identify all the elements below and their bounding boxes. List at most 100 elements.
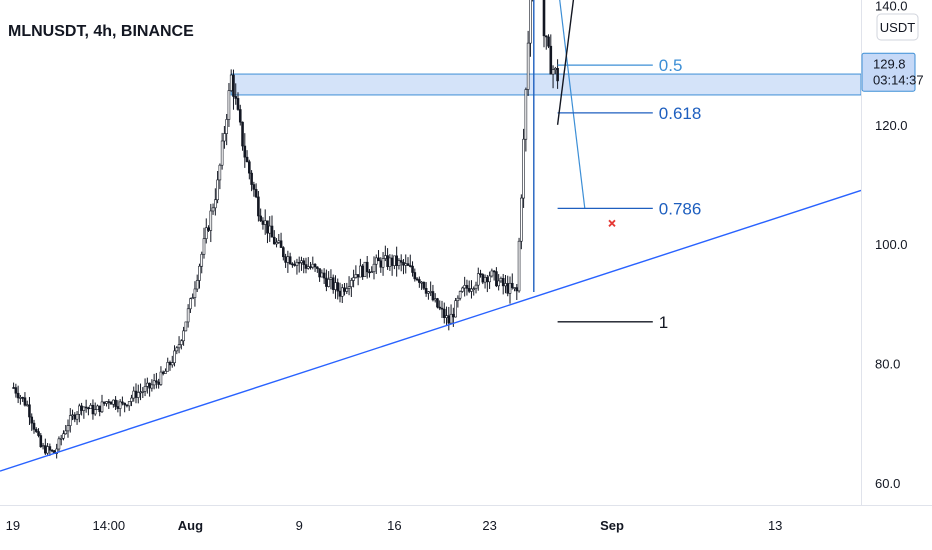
candle (347, 276, 351, 296)
candle (549, 34, 553, 75)
candle (259, 208, 262, 223)
candle (449, 304, 453, 324)
price-tick-label: 60.0 (875, 476, 900, 491)
candle (542, 0, 546, 48)
candle-body (436, 298, 439, 308)
candle (490, 268, 494, 278)
candle-body (243, 145, 247, 158)
candle-body (306, 266, 310, 269)
candle (186, 304, 190, 328)
candle-body (476, 273, 480, 286)
candle (78, 403, 81, 423)
price-badges-layer: 177.0158.8129.803:14:37 (861, 52, 924, 92)
candle-body (549, 45, 553, 75)
projection-arrow[interactable] (556, 0, 588, 125)
candle-body (71, 414, 74, 417)
candle (211, 203, 215, 215)
candle (62, 430, 65, 441)
candle (139, 383, 142, 401)
candle (461, 286, 464, 293)
candle-body (517, 240, 521, 292)
candle-body (313, 263, 317, 268)
candle-body (102, 401, 106, 404)
currency-button[interactable]: USDT (876, 13, 919, 41)
candle-body (386, 255, 389, 267)
candle (184, 321, 188, 332)
candle (508, 276, 512, 304)
candle (495, 267, 498, 288)
candle-body (132, 390, 136, 399)
candle (554, 66, 557, 75)
candle-body (229, 74, 233, 91)
candle (114, 396, 117, 411)
support-trendline[interactable] (0, 189, 862, 472)
candle-body (245, 156, 249, 163)
candle (132, 386, 136, 402)
candle (470, 280, 473, 299)
candle-body (372, 263, 376, 273)
candle-body (259, 215, 262, 222)
fib-connector-line[interactable] (534, 0, 586, 209)
candle-body (479, 273, 482, 275)
time-axis[interactable]: 19 14:00 Aug 9 16 23 Sep 13 (6, 518, 783, 533)
candle-body (300, 260, 303, 263)
candle (84, 399, 88, 413)
candle-body (241, 121, 244, 147)
candle-body (216, 179, 219, 201)
candle-body (143, 386, 147, 392)
time-tick-label: Sep (600, 518, 624, 533)
candle (504, 275, 507, 294)
candle-body (429, 291, 432, 293)
candle (384, 245, 387, 262)
candle-body (186, 308, 190, 323)
candle (350, 277, 353, 297)
current-price-label: 129.8 (873, 56, 906, 71)
candle (406, 257, 410, 266)
candle (30, 413, 34, 431)
candle (98, 405, 102, 417)
candle (150, 379, 154, 392)
candle (275, 238, 278, 248)
candle (41, 442, 45, 450)
candle-body (189, 298, 192, 310)
candle-body (164, 370, 167, 374)
candle-body (431, 291, 435, 301)
candle-body (48, 446, 52, 451)
candle-body (368, 271, 371, 274)
candle-body (381, 258, 385, 268)
candle (175, 346, 179, 355)
candle (143, 378, 147, 397)
time-tick-label: 16 (387, 518, 401, 533)
candle-body (41, 445, 45, 448)
candle (218, 163, 222, 190)
currency-button-frame (876, 13, 919, 41)
time-tick-label: 9 (296, 518, 303, 533)
candle (427, 290, 430, 300)
candle (413, 268, 417, 282)
candle-body (261, 220, 265, 225)
candle-body (175, 347, 179, 352)
candle (227, 83, 231, 127)
candle (109, 400, 113, 405)
candle-body (220, 140, 224, 166)
candle (359, 258, 362, 278)
candle-body (272, 236, 276, 245)
candle (440, 300, 444, 319)
candle-body (268, 225, 272, 234)
candle (123, 402, 126, 413)
candle (386, 248, 389, 270)
candle-body (449, 313, 453, 324)
candle-body (472, 288, 476, 290)
candle-body (406, 263, 410, 266)
candle-body (66, 425, 70, 432)
candle (16, 385, 20, 404)
candle-body (508, 282, 512, 294)
candle (102, 401, 106, 406)
candle (481, 273, 485, 285)
fib-level-label: 0.5 (659, 56, 683, 75)
time-tick-label: Aug (178, 518, 203, 533)
candle-body (295, 262, 299, 266)
